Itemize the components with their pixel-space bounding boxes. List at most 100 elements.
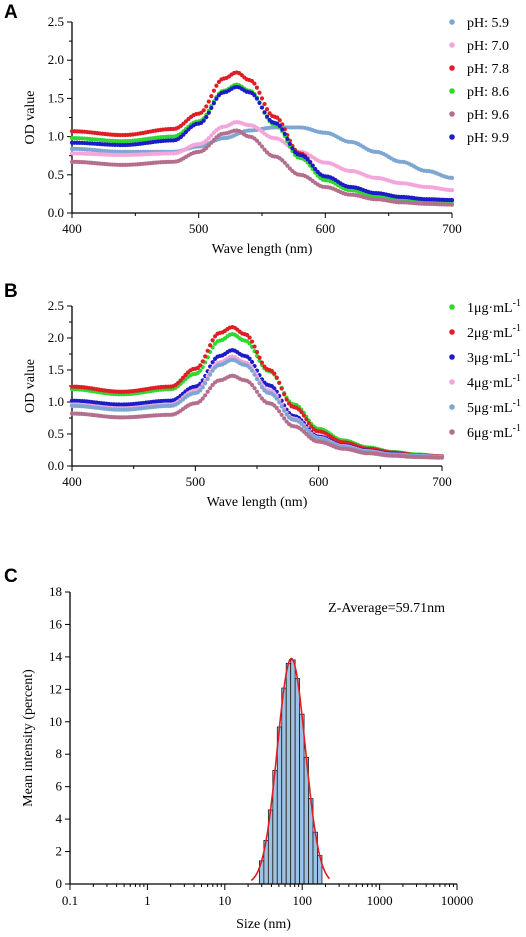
legend-marker bbox=[449, 304, 455, 310]
data-point bbox=[204, 146, 209, 151]
legend-marker bbox=[449, 354, 455, 360]
data-point bbox=[285, 136, 290, 141]
data-point bbox=[286, 401, 292, 406]
data-point bbox=[254, 349, 260, 355]
data-point bbox=[287, 166, 292, 171]
data-point bbox=[203, 354, 208, 359]
data-point bbox=[206, 99, 211, 104]
data-point bbox=[211, 88, 216, 93]
y-tick-label: 1.0 bbox=[48, 129, 64, 144]
data-point bbox=[249, 339, 255, 344]
legend-label: pH: 7.0 bbox=[467, 39, 509, 54]
data-point bbox=[211, 137, 216, 142]
legend-marker bbox=[449, 88, 455, 94]
y-tick-label: 0 bbox=[56, 876, 63, 891]
y-tick-label: 0.0 bbox=[48, 458, 64, 473]
data-point bbox=[305, 157, 310, 162]
series-1 bbox=[69, 125, 455, 180]
data-point bbox=[310, 163, 315, 168]
panel-letter-a: A bbox=[4, 2, 18, 23]
y-tick-label: 8 bbox=[56, 746, 63, 761]
data-point bbox=[282, 416, 287, 421]
data-point bbox=[214, 83, 219, 88]
data-point bbox=[249, 368, 255, 373]
y-tick-label: 6 bbox=[56, 779, 63, 794]
x-tick-label: 400 bbox=[62, 474, 82, 489]
data-point bbox=[203, 393, 208, 398]
chart-a: 0.0 0.5 1.0 1.5 2.0 2.5 400 500 600 700 Wave lengt… bbox=[23, 14, 509, 257]
data-point bbox=[282, 131, 287, 137]
data-point bbox=[282, 392, 287, 397]
legend-superscript: -1 bbox=[513, 323, 521, 334]
x-tick-label: 0.1 bbox=[62, 893, 78, 908]
data-point bbox=[178, 378, 183, 383]
data-point bbox=[259, 105, 265, 110]
data-point bbox=[301, 424, 306, 429]
x-tick-label: 600 bbox=[316, 221, 336, 236]
data-point bbox=[290, 146, 295, 151]
y-tick-label: 0.5 bbox=[48, 167, 64, 182]
data-point bbox=[208, 343, 213, 348]
fit-curve bbox=[250, 657, 331, 882]
x-tick-label: 100 bbox=[292, 893, 312, 908]
data-point bbox=[257, 90, 262, 95]
data-point bbox=[247, 335, 252, 340]
legend-marker bbox=[449, 42, 455, 48]
y-axis-label: OD value bbox=[23, 359, 38, 413]
y-tick-label: 10 bbox=[49, 714, 62, 729]
data-point bbox=[275, 115, 280, 120]
series-2 bbox=[69, 325, 445, 459]
data-point bbox=[198, 363, 203, 368]
data-point bbox=[262, 110, 267, 115]
data-point bbox=[277, 400, 282, 405]
y-tick-label: 0.0 bbox=[48, 205, 64, 220]
data-point bbox=[279, 404, 284, 409]
legend-label: pH: 9.6 bbox=[467, 108, 509, 123]
legend-label: 3μg·mL-1 bbox=[467, 348, 521, 366]
data-point bbox=[252, 386, 257, 391]
data-point bbox=[249, 382, 255, 388]
data-point bbox=[262, 147, 267, 152]
data-point bbox=[208, 386, 213, 391]
legend-superscript: -1 bbox=[513, 423, 521, 434]
data-point bbox=[201, 108, 206, 113]
data-point bbox=[209, 105, 214, 111]
data-point bbox=[247, 365, 252, 370]
data-point bbox=[309, 424, 314, 429]
data-point bbox=[282, 160, 287, 165]
data-point bbox=[205, 376, 210, 382]
data-point bbox=[279, 412, 284, 417]
y-tick-label: 2.0 bbox=[48, 52, 64, 67]
data-point bbox=[277, 123, 282, 129]
data-point bbox=[254, 85, 260, 90]
data-point bbox=[287, 141, 292, 146]
data-point bbox=[200, 359, 205, 364]
y-tick-label: 18 bbox=[49, 584, 62, 599]
data-point bbox=[272, 371, 277, 376]
data-point bbox=[254, 376, 260, 382]
data-point bbox=[208, 372, 213, 377]
x-axis-label: Size (nm) bbox=[236, 917, 291, 932]
legend-superscript: -1 bbox=[513, 398, 521, 409]
x-tick-label: 10 bbox=[218, 893, 231, 908]
y-tick-label: 1.5 bbox=[48, 90, 64, 105]
x-tick-label: 500 bbox=[189, 221, 209, 236]
data-point bbox=[449, 187, 455, 193]
data-point bbox=[257, 355, 262, 360]
data-point bbox=[274, 375, 279, 380]
data-point bbox=[204, 104, 209, 109]
data-point bbox=[206, 143, 211, 148]
legend-marker bbox=[449, 111, 455, 117]
y-tick-label: 16 bbox=[49, 616, 63, 631]
data-point bbox=[277, 118, 282, 123]
data-point bbox=[267, 111, 272, 116]
data-point bbox=[296, 407, 302, 412]
data-point bbox=[284, 397, 289, 402]
data-point bbox=[209, 94, 214, 99]
data-point bbox=[259, 385, 265, 390]
series-5 bbox=[69, 128, 455, 207]
data-point bbox=[209, 140, 214, 145]
legend-marker bbox=[449, 19, 455, 25]
x-tick-label: 400 bbox=[62, 221, 82, 236]
data-point bbox=[214, 96, 219, 101]
